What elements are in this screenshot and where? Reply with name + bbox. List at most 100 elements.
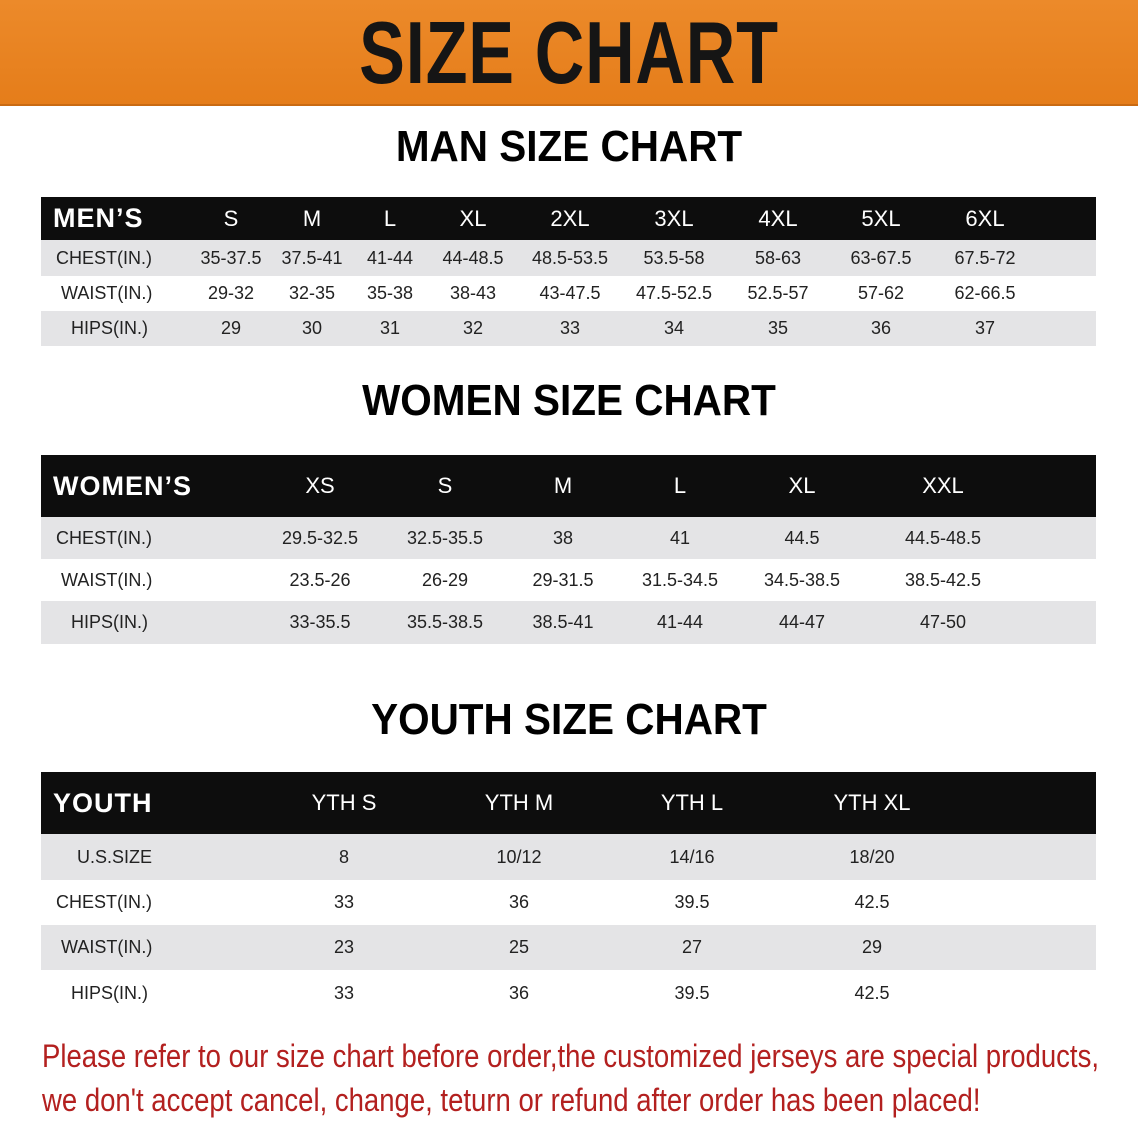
row-label: HIPS(IN.) [71, 612, 149, 632]
table-cell: 31 [379, 318, 401, 338]
table-cell: 37.5-41 [281, 247, 343, 268]
size-header: 3XL [654, 205, 694, 231]
table-cell: 52.5-57 [747, 283, 809, 303]
table-cell: 48.5-53.5 [531, 247, 609, 268]
table-cell: 29-31.5 [532, 569, 594, 590]
table-cell: 18/20 [849, 846, 895, 867]
table-cell: 47-50 [919, 612, 967, 632]
banner: SIZE CHART [0, 0, 1138, 106]
table-cell: 31.5-34.5 [641, 569, 719, 590]
size-header: M [553, 473, 573, 498]
table-cell: 29.5-32.5 [281, 527, 359, 548]
size-header: YTH XL [833, 790, 911, 815]
size-header: XXL [922, 473, 964, 498]
women-size-table: WOMEN’S XS S M L XL XXL CHEST(IN.) 29.5-32.5 32.5… [41, 455, 1096, 644]
youth-size-table: YOUTH YTH S YTH M YTH L YTH XL U.S.SIZE 8 10/12… [41, 772, 1096, 1016]
table-cell: 27 [681, 937, 703, 957]
table-cell: 32 [462, 318, 484, 338]
table-cell: 38.5-42.5 [904, 569, 982, 590]
table-cell: 33 [333, 982, 355, 1003]
size-header: YTH S [311, 790, 377, 815]
table-header-row: YOUTH YTH S YTH M YTH L YTH XL [41, 772, 1096, 834]
table-cell: 33 [333, 892, 355, 912]
size-header: S [437, 473, 453, 498]
table-cell: 53.5-58 [643, 247, 705, 268]
table-row: HIPS(IN.) 33-35.5 35.5-38.5 38.5-41 41-44 44-… [41, 601, 1096, 644]
size-header: 4XL [758, 205, 798, 231]
table-cell: 29 [220, 318, 242, 338]
table-cell: 35-37.5 [200, 247, 262, 268]
table-cell: 35.5-38.5 [406, 612, 484, 632]
table-row: WAIST(IN.) 23.5-26 26-29 29-31.5 31.5-34.5 34… [41, 559, 1096, 601]
table-title-cell: WOMEN’S [53, 470, 192, 501]
table-cell: 58-63 [754, 247, 802, 268]
table-title-cell: MEN’S [53, 203, 144, 233]
table-cell: 34 [663, 318, 685, 338]
table-cell: 67.5-72 [954, 247, 1016, 268]
table-cell: 25 [508, 937, 530, 957]
table-row: CHEST(IN.) 35-37.5 37.5-41 41-44 44-48.5 48.5… [41, 240, 1096, 276]
table-row: WAIST(IN.) 29-32 32-35 35-38 38-43 43-47.5 47.… [41, 276, 1096, 311]
row-label: WAIST(IN.) [61, 283, 153, 303]
table-cell: 41-44 [366, 247, 414, 268]
table-cell: 38-43 [449, 283, 497, 303]
table-cell: 39.5 [674, 892, 710, 912]
table-cell: 35-38 [366, 283, 414, 303]
table-header-row: MEN’S S M L XL 2XL 3XL 4XL 5XL 6XL [41, 197, 1096, 240]
table-cell: 26-29 [421, 569, 469, 590]
youth-section-title: YOUTH SIZE CHART [371, 695, 767, 744]
table-cell: 42.5 [854, 892, 890, 912]
table-cell: 63-67.5 [850, 247, 912, 268]
row-label: CHEST(IN.) [56, 527, 152, 548]
table-cell: 38.5-41 [532, 612, 594, 632]
size-header: YTH M [484, 790, 554, 815]
table-cell: 23.5-26 [289, 569, 351, 590]
table-cell: 29 [861, 937, 883, 957]
size-header: YTH L [660, 790, 724, 815]
table-cell: 36 [870, 318, 892, 338]
table-row: CHEST(IN.) 33 36 39.5 42.5 [41, 880, 1096, 925]
table-row: HIPS(IN.) 29 30 31 32 33 34 35 36 37 [41, 311, 1096, 346]
table-cell: 42.5 [854, 982, 890, 1003]
table-cell: 47.5-52.5 [635, 283, 713, 303]
table-cell: 32-35 [288, 283, 336, 303]
table-cell: 29-32 [207, 283, 255, 303]
row-label: WAIST(IN.) [61, 569, 153, 590]
size-header: XL [788, 473, 816, 498]
size-header: XS [305, 473, 335, 498]
table-cell: 14/16 [669, 846, 715, 867]
table-cell: 41 [669, 527, 691, 548]
table-header-row: WOMEN’S XS S M L XL XXL [41, 455, 1096, 517]
size-header: L [383, 205, 397, 231]
size-header: S [223, 205, 239, 231]
table-cell: 8 [338, 846, 350, 867]
table-title-cell: YOUTH [53, 787, 153, 818]
men-section-title: MAN SIZE CHART [395, 122, 743, 171]
table-cell: 32.5-35.5 [406, 527, 484, 548]
table-cell: 44.5 [784, 527, 820, 548]
table-cell: 41-44 [656, 612, 704, 632]
table-cell: 36 [508, 892, 530, 912]
size-header: L [673, 473, 687, 498]
size-header: 6XL [965, 205, 1005, 231]
notice-line-2: we don't accept cancel, change, teturn o… [42, 1082, 981, 1118]
table-cell: 38 [552, 527, 574, 548]
table-cell: 10/12 [496, 846, 542, 867]
table-cell: 44-47 [778, 612, 826, 632]
table-row: WAIST(IN.) 23 25 27 29 [41, 925, 1096, 970]
table-cell: 33-35.5 [289, 612, 351, 632]
row-label: U.S.SIZE [77, 846, 153, 867]
table-cell: 36 [508, 982, 530, 1003]
table-cell: 37 [974, 318, 996, 338]
row-label: WAIST(IN.) [61, 937, 153, 957]
table-row: HIPS(IN.) 33 36 39.5 42.5 [41, 970, 1096, 1016]
table-cell: 44.5-48.5 [904, 527, 982, 548]
row-label: CHEST(IN.) [56, 247, 152, 268]
table-row: CHEST(IN.) 29.5-32.5 32.5-35.5 38 41 44.5 44.5… [41, 517, 1096, 559]
table-cell: 44-48.5 [442, 247, 504, 268]
row-label: HIPS(IN.) [71, 318, 149, 338]
banner-title: SIZE CHART [359, 3, 779, 102]
row-label: HIPS(IN.) [71, 982, 149, 1003]
table-cell: 30 [301, 318, 323, 338]
table-cell: 33 [559, 318, 581, 338]
